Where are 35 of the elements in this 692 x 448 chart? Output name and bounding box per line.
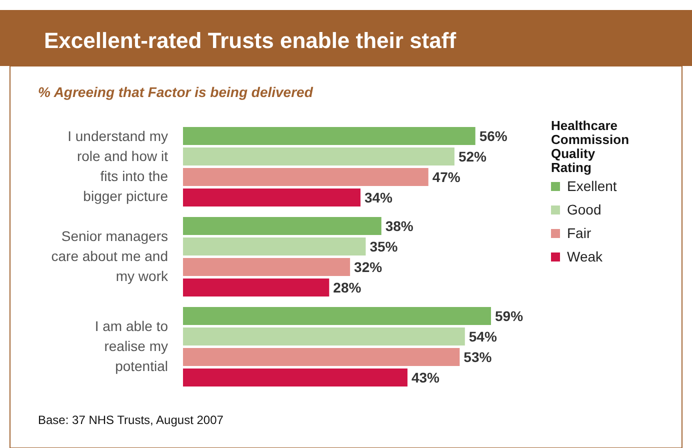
bar <box>183 148 454 166</box>
bar <box>183 238 366 256</box>
legend-label: Fair <box>567 225 592 241</box>
data-label: 38% <box>385 218 414 234</box>
data-label: 53% <box>464 349 492 365</box>
bar <box>183 258 350 276</box>
legend-label: Good <box>567 202 602 218</box>
bar <box>183 127 476 145</box>
bar <box>183 188 360 206</box>
legend-label: Exellent <box>567 178 617 194</box>
data-label: 34% <box>364 190 394 206</box>
data-label: 32% <box>354 259 383 275</box>
data-label: 52% <box>458 148 488 164</box>
bar <box>183 368 408 386</box>
data-label: 56% <box>479 128 508 144</box>
legend-label: Weak <box>567 248 604 264</box>
data-label: 43% <box>411 370 440 386</box>
y-tick-label: I understand my role and how it fits into the bigger picture <box>68 128 168 204</box>
bar <box>183 168 428 186</box>
bar <box>183 217 382 235</box>
data-label: 35% <box>370 238 398 254</box>
bar <box>183 278 330 296</box>
bar <box>183 328 465 346</box>
chart-subtitle: % Agreeing that Factor is being delivered <box>38 84 314 100</box>
chart-title: Excellent-rated Trusts enable their staff <box>44 28 457 53</box>
text: Base: 37 NHS Trusts, August 2007 <box>38 413 224 427</box>
bar <box>183 348 460 366</box>
data-label: 47% <box>432 169 461 185</box>
y-tick-label: Senior managers care about me and my work <box>51 228 169 284</box>
data-label: 28% <box>333 280 362 296</box>
bar <box>183 307 491 325</box>
legend-title: Healthcare Commission Quality Rating <box>551 118 630 175</box>
data-label: 54% <box>468 328 498 344</box>
data-label: 59% <box>495 308 524 324</box>
y-tick-label: I am able to realise my potential <box>94 318 168 374</box>
